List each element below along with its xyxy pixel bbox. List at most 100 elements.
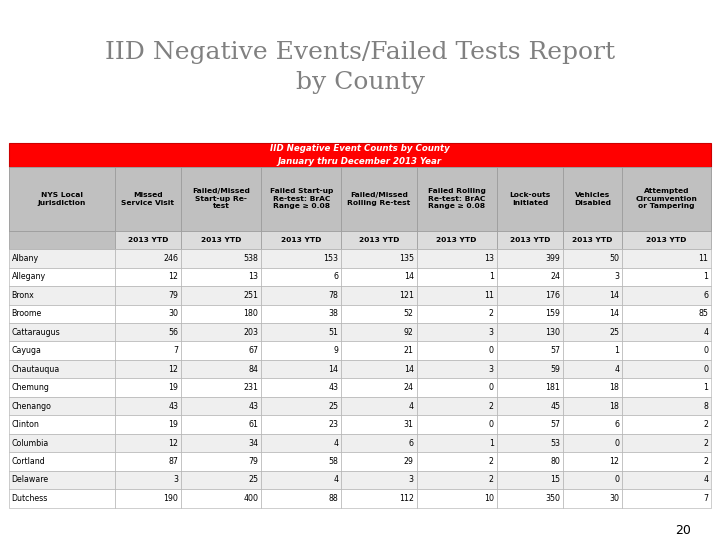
Bar: [417, 305, 497, 323]
Bar: [9, 305, 114, 323]
Bar: [341, 415, 417, 434]
Text: 203: 203: [243, 328, 258, 337]
Bar: [341, 452, 417, 471]
Bar: [261, 415, 341, 434]
Text: 18: 18: [609, 402, 619, 410]
Bar: [622, 489, 711, 508]
Bar: [341, 341, 417, 360]
Bar: [497, 249, 563, 268]
Text: 1: 1: [703, 383, 708, 392]
Bar: [114, 471, 181, 489]
Bar: [114, 360, 181, 379]
Bar: [261, 379, 341, 397]
Bar: [114, 231, 181, 249]
Bar: [497, 341, 563, 360]
Text: 0: 0: [703, 364, 708, 374]
Bar: [497, 489, 563, 508]
Text: 2013 YTD: 2013 YTD: [572, 237, 613, 243]
Bar: [497, 167, 563, 231]
Text: 2013 YTD: 2013 YTD: [436, 237, 477, 243]
Bar: [181, 415, 261, 434]
Text: Failed Start-up
Re-test: BrAC
Range ≥ 0.08: Failed Start-up Re-test: BrAC Range ≥ 0.…: [269, 188, 333, 210]
Text: 2: 2: [703, 420, 708, 429]
Text: Failed/Missed
Start-up Re-
test: Failed/Missed Start-up Re- test: [192, 188, 250, 210]
Bar: [261, 231, 341, 249]
Bar: [341, 489, 417, 508]
Text: 1: 1: [614, 346, 619, 355]
Bar: [563, 305, 622, 323]
Bar: [181, 471, 261, 489]
Text: 4: 4: [409, 402, 414, 410]
Text: 12: 12: [168, 272, 179, 281]
Bar: [181, 452, 261, 471]
Text: 2013 YTD: 2013 YTD: [281, 237, 322, 243]
Bar: [563, 249, 622, 268]
Bar: [181, 379, 261, 397]
Text: 84: 84: [248, 364, 258, 374]
Text: 19: 19: [168, 383, 179, 392]
Bar: [181, 397, 261, 415]
Bar: [114, 341, 181, 360]
Text: 24: 24: [550, 272, 560, 281]
Text: 121: 121: [399, 291, 414, 300]
Text: 18: 18: [609, 383, 619, 392]
Text: 13: 13: [248, 272, 258, 281]
Bar: [114, 167, 181, 231]
Bar: [497, 286, 563, 305]
Bar: [9, 268, 114, 286]
Text: Delaware: Delaware: [12, 475, 48, 484]
Bar: [497, 323, 563, 341]
Text: 51: 51: [328, 328, 338, 337]
Bar: [622, 471, 711, 489]
Text: 0: 0: [489, 420, 494, 429]
Bar: [181, 489, 261, 508]
Text: 181: 181: [546, 383, 560, 392]
Bar: [261, 323, 341, 341]
Text: Albany: Albany: [12, 254, 39, 263]
Bar: [261, 452, 341, 471]
Bar: [497, 231, 563, 249]
Bar: [497, 415, 563, 434]
Bar: [497, 379, 563, 397]
Text: 10: 10: [484, 494, 494, 503]
Bar: [114, 379, 181, 397]
Text: 2013 YTD: 2013 YTD: [647, 237, 687, 243]
Text: 0: 0: [489, 383, 494, 392]
Text: 135: 135: [399, 254, 414, 263]
Text: 4: 4: [703, 328, 708, 337]
Bar: [261, 249, 341, 268]
Bar: [261, 434, 341, 452]
Bar: [181, 231, 261, 249]
Bar: [181, 167, 261, 231]
Bar: [9, 167, 114, 231]
Text: 7: 7: [174, 346, 179, 355]
Text: 58: 58: [329, 457, 338, 466]
Bar: [261, 489, 341, 508]
Text: 14: 14: [609, 309, 619, 318]
Text: 190: 190: [163, 494, 179, 503]
Bar: [341, 397, 417, 415]
Text: 21: 21: [404, 346, 414, 355]
Text: 1: 1: [489, 438, 494, 448]
Bar: [417, 489, 497, 508]
Bar: [341, 360, 417, 379]
Text: 23: 23: [328, 420, 338, 429]
Text: 3: 3: [489, 364, 494, 374]
Bar: [563, 452, 622, 471]
Bar: [341, 167, 417, 231]
Bar: [181, 323, 261, 341]
Text: Failed Rolling
Re-test: BrAC
Range ≥ 0.08: Failed Rolling Re-test: BrAC Range ≥ 0.0…: [428, 188, 485, 210]
Bar: [563, 231, 622, 249]
Bar: [417, 379, 497, 397]
Text: 0: 0: [614, 475, 619, 484]
Text: 231: 231: [243, 383, 258, 392]
Text: 12: 12: [168, 364, 179, 374]
Text: 57: 57: [550, 420, 560, 429]
Text: 24: 24: [404, 383, 414, 392]
Text: 30: 30: [609, 494, 619, 503]
Text: 79: 79: [248, 457, 258, 466]
Text: 29: 29: [404, 457, 414, 466]
Bar: [563, 489, 622, 508]
Text: 59: 59: [551, 364, 560, 374]
Bar: [261, 305, 341, 323]
